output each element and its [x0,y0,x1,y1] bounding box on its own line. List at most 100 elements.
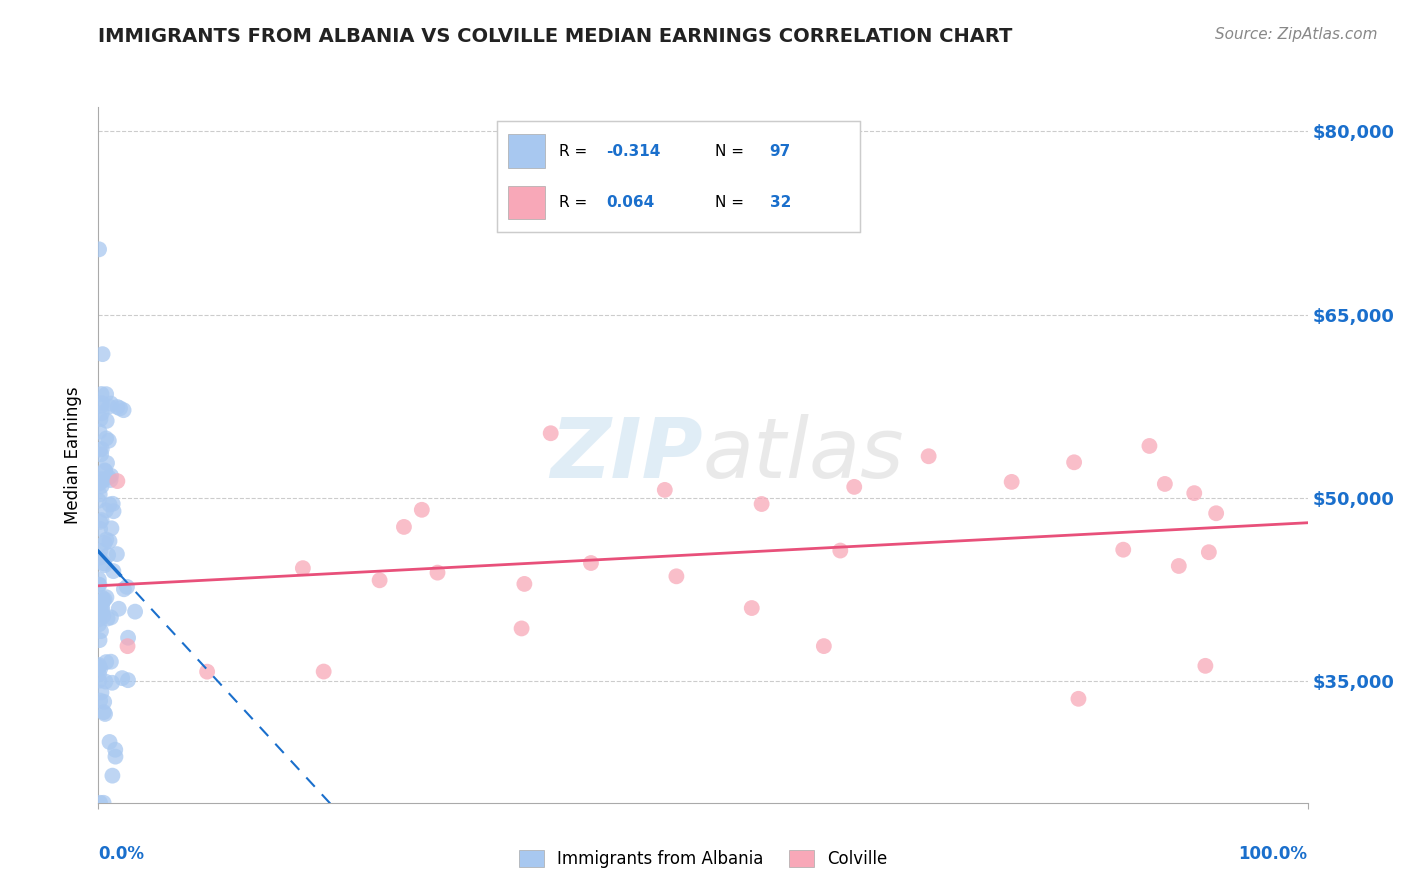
Point [1194,658,1216,673]
Point [426,566,449,580]
Point [844,480,866,494]
Point [90,624,112,639]
Text: atlas: atlas [703,415,904,495]
Point [98,534,121,549]
Point [94,706,117,721]
Point [103,504,125,518]
Point [89,425,111,439]
Point [87,658,110,673]
Point [87,667,110,681]
Point [94,503,117,517]
Point [96,533,118,547]
Point [96,591,118,605]
Point [124,605,146,619]
Point [1167,559,1189,574]
Point [89,673,111,688]
Point [104,749,127,764]
Point [101,769,124,783]
Point [87,578,110,592]
Text: IMMIGRANTS FROM ALBANIA VS COLVILLE MEDIAN EARNINGS CORRELATION CHART: IMMIGRANTS FROM ALBANIA VS COLVILLE MEDI… [98,27,1012,45]
Point [98,498,121,512]
Point [540,426,562,441]
Point [87,493,110,508]
Point [94,674,117,689]
Point [115,580,138,594]
Point [107,400,129,414]
Point [97,548,120,562]
Point [830,543,852,558]
Text: 100.0%: 100.0% [1239,845,1308,863]
Point [93,463,115,477]
Point [1205,506,1227,520]
Point [87,572,110,586]
Point [112,582,135,597]
Point [91,594,114,608]
Point [89,693,111,707]
Y-axis label: Median Earnings: Median Earnings [65,386,83,524]
Point [917,449,939,463]
Point [89,660,111,674]
Point [579,556,602,570]
Point [392,520,415,534]
Point [89,578,111,592]
Point [89,550,111,565]
Point [101,675,124,690]
Point [91,604,114,618]
Point [1139,439,1161,453]
Point [98,735,121,749]
Text: Source: ZipAtlas.com: Source: ZipAtlas.com [1215,27,1378,42]
Point [1153,477,1175,491]
Point [87,476,110,491]
Point [90,399,112,413]
Point [91,609,114,624]
Point [1112,542,1135,557]
Point [90,479,112,493]
Point [97,470,120,484]
Point [90,387,112,401]
Point [100,468,122,483]
Point [111,671,134,685]
Point [100,473,122,487]
Point [96,456,118,470]
Point [89,661,111,675]
Point [105,547,128,561]
Point [100,610,122,624]
Point [1063,455,1085,469]
Point [89,412,111,426]
Point [1182,486,1205,500]
Point [89,796,111,810]
Point [94,387,117,401]
Point [93,557,115,571]
Point [93,705,115,719]
Point [96,655,118,669]
Point [87,617,110,632]
Legend: Immigrants from Albania, Colville: Immigrants from Albania, Colville [512,843,894,875]
Point [100,521,122,535]
Point [513,577,536,591]
Point [94,464,117,478]
Point [90,396,112,410]
Point [94,432,117,446]
Point [90,513,112,527]
Point [90,406,112,420]
Point [90,475,112,489]
Point [510,622,533,636]
Point [104,743,127,757]
Point [90,472,112,486]
Point [87,243,110,257]
Point [97,434,120,448]
Point [91,591,114,605]
Point [103,564,125,578]
Point [100,655,122,669]
Point [751,497,773,511]
Point [1198,545,1220,559]
Point [100,396,122,410]
Point [91,599,114,614]
Point [90,448,112,462]
Point [101,497,124,511]
Point [1067,691,1090,706]
Point [87,612,110,626]
Point [89,515,111,529]
Point [89,633,111,648]
Point [89,487,111,501]
